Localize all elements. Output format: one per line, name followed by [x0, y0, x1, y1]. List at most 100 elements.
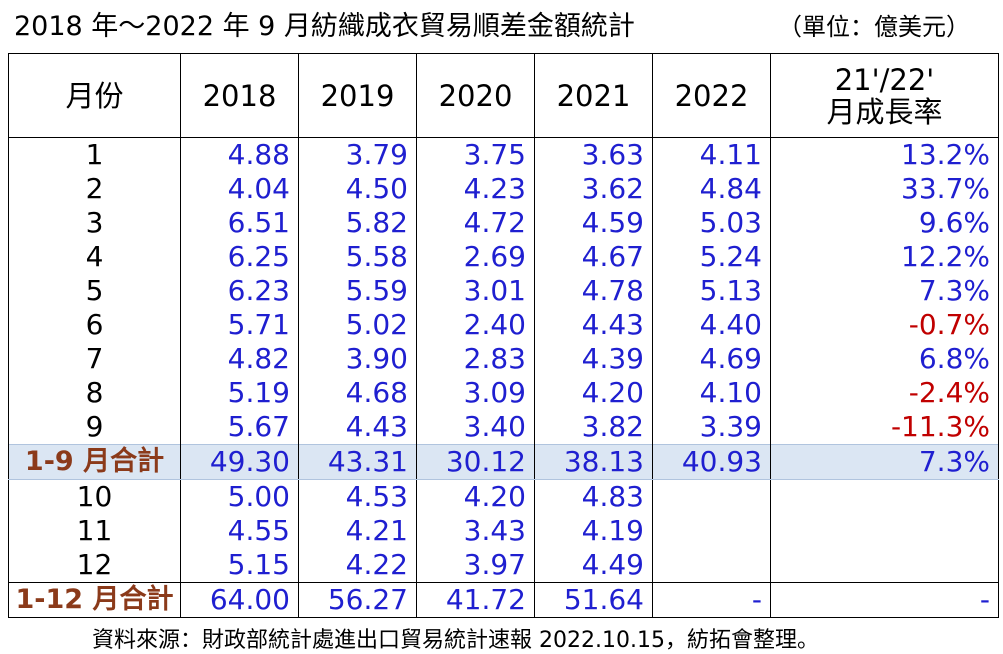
cell-growth: -11.3%: [770, 410, 999, 445]
cell-y2020: 4.72: [416, 206, 535, 240]
cell-y2018: 6.51: [180, 206, 299, 240]
cell-y2020: 3.01: [416, 274, 535, 308]
table-row: 3 6.51 5.82 4.72 4.59 5.03 9.6%: [8, 206, 999, 240]
cell-y2022: [652, 479, 771, 514]
cell-y2022: 5.03: [652, 206, 771, 240]
cell-y2019: 4.50: [298, 172, 417, 206]
cell-growth: -: [770, 582, 999, 618]
header-2022: 2022: [652, 53, 771, 138]
cell-y2019: 3.79: [298, 137, 417, 172]
total-row: 1-12 月合計 64.00 56.27 41.72 51.64- -: [8, 582, 999, 618]
cell-y2020: 2.69: [416, 240, 535, 274]
cell-y2019: 43.31: [298, 444, 417, 480]
cell-y2019: 4.53: [298, 479, 417, 514]
cell-growth: 9.6%: [770, 206, 999, 240]
cell-y2018: 5.71: [180, 308, 299, 342]
cell-y2021: 3.63: [534, 137, 653, 172]
cell-y2021: 38.13: [534, 444, 653, 480]
cell-y2021: 4.83: [534, 479, 653, 514]
table-row: 4 6.25 5.58 2.69 4.67 5.24 12.2%: [8, 240, 999, 274]
table-row: 7 4.82 3.90 2.83 4.39 4.69 6.8%: [8, 342, 999, 376]
header-month: 月份: [8, 53, 181, 138]
cell-y2020: 41.72: [416, 582, 535, 618]
cell-y2022: 5.24: [652, 240, 771, 274]
cell-month: 12: [8, 548, 181, 583]
cell-y2020: 2.40: [416, 308, 535, 342]
cell-month: 2: [8, 172, 181, 206]
cell-growth: 7.3%: [770, 274, 999, 308]
cell-y2021: 4.39: [534, 342, 653, 376]
cell-month: 6: [8, 308, 181, 342]
cell-month: 1-9 月合計: [8, 444, 181, 480]
cell-growth: [770, 479, 999, 514]
cell-growth: 33.7%: [770, 172, 999, 206]
cell-y2018: 5.15: [180, 548, 299, 583]
cell-y2020: 3.97: [416, 548, 535, 583]
cell-y2018: 5.19: [180, 376, 299, 410]
cell-y2019: 5.82: [298, 206, 417, 240]
cell-y2020: 3.40: [416, 410, 535, 445]
table-row: 9 5.67 4.43 3.40 3.82 3.39 -11.3%: [8, 410, 999, 445]
cell-y2021: 4.19: [534, 514, 653, 548]
trade-surplus-table: 月份 2018 2019 2020 2021 2022 21'/22' 月成長率…: [8, 53, 999, 618]
cell-y2019: 4.22: [298, 548, 417, 583]
cell-y2018: 64.00: [180, 582, 299, 618]
table-row: 10 5.00 4.53 4.20 4.83: [8, 479, 999, 514]
header-row: 月份 2018 2019 2020 2021 2022 21'/22' 月成長率: [8, 53, 999, 138]
cell-y2021: 4.43: [534, 308, 653, 342]
cell-growth: 6.8%: [770, 342, 999, 376]
cell-y2022: [652, 548, 771, 583]
source-note: 資料來源：財政部統計處進出口貿易統計速報 2022.10.15，紡拓會整理。: [92, 628, 819, 653]
cell-y2021: 4.20: [534, 376, 653, 410]
cell-y2019: 4.21: [298, 514, 417, 548]
cell-y2020: 2.83: [416, 342, 535, 376]
cell-month: 4: [8, 240, 181, 274]
cell-y2018: 4.88: [180, 137, 299, 172]
cell-y2018: 6.23: [180, 274, 299, 308]
cell-y2018: 6.25: [180, 240, 299, 274]
cell-growth: [770, 514, 999, 548]
cell-growth: 13.2%: [770, 137, 999, 172]
cell-y2022: 4.40: [652, 308, 771, 342]
cell-y2019: 3.90: [298, 342, 417, 376]
cell-growth: [770, 548, 999, 583]
cell-y2022: 40.93: [652, 444, 771, 480]
cell-y2022: 5.13: [652, 274, 771, 308]
cell-month: 8: [8, 376, 181, 410]
cell-month: 7: [8, 342, 181, 376]
cell-y2020: 3.43: [416, 514, 535, 548]
cell-y2021: 4.49: [534, 548, 653, 583]
table-row: 1 4.88 3.79 3.75 3.63 4.11 13.2%: [8, 137, 999, 172]
cell-growth: -0.7%: [770, 308, 999, 342]
cell-month: 10: [8, 479, 181, 514]
cell-y2021: 3.82: [534, 410, 653, 445]
cell-y2019: 4.68: [298, 376, 417, 410]
table-row: 2 4.04 4.50 4.23 3.62 4.84 33.7%: [8, 172, 999, 206]
unit-label: （單位：億美元）: [778, 13, 970, 41]
cell-y2022: 4.84: [652, 172, 771, 206]
cell-y2018: 4.82: [180, 342, 299, 376]
cell-month: 1: [8, 137, 181, 172]
cell-month: 5: [8, 274, 181, 308]
table-row: 6 5.71 5.02 2.40 4.43 4.40 -0.7%: [8, 308, 999, 342]
cell-y2021: 51.64: [534, 582, 653, 618]
cell-month: 9: [8, 410, 181, 445]
cell-y2022: -: [652, 582, 771, 618]
subtotal-row: 1-9 月合計 49.30 43.31 30.12 38.13 40.93 7.3%: [8, 444, 999, 480]
header-growth-line1: 21'/22': [834, 62, 935, 97]
cell-y2019: 5.59: [298, 274, 417, 308]
cell-y2018: 4.04: [180, 172, 299, 206]
cell-y2022: 3.39: [652, 410, 771, 445]
cell-y2018: 49.30: [180, 444, 299, 480]
cell-month: 3: [8, 206, 181, 240]
cell-growth: 12.2%: [770, 240, 999, 274]
cell-month: 1-12 月合計: [8, 582, 181, 618]
table-row: 8 5.19 4.68 3.09 4.20 4.10 -2.4%: [8, 376, 999, 410]
header-2018: 2018: [180, 53, 299, 138]
header-2020: 2020: [416, 53, 535, 138]
cell-growth: -2.4%: [770, 376, 999, 410]
table-row: 11 4.55 4.21 3.43 4.19: [8, 514, 999, 548]
cell-y2018: 5.67: [180, 410, 299, 445]
header-2019: 2019: [298, 53, 417, 138]
cell-y2021: 4.59: [534, 206, 653, 240]
